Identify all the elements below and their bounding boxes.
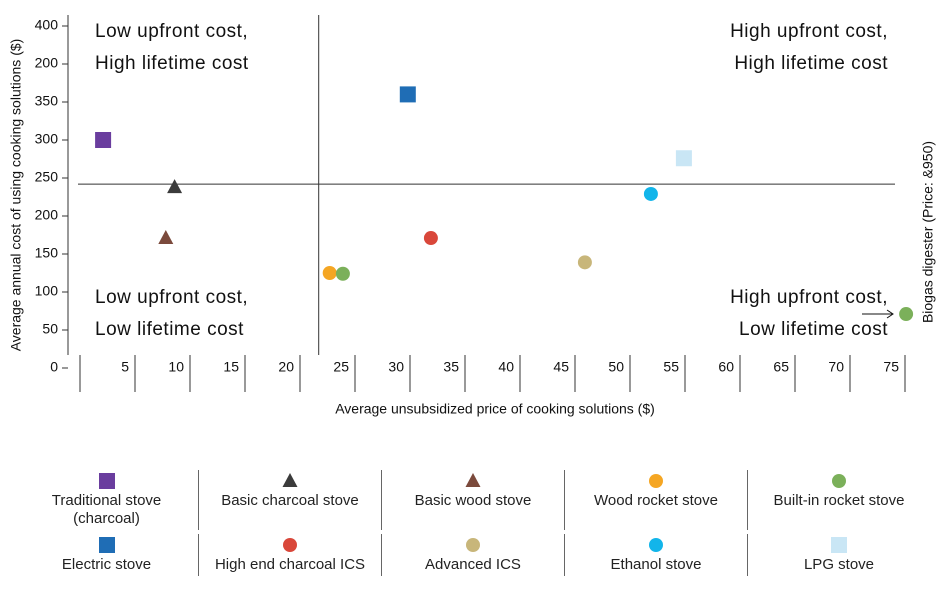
marker-circle bbox=[322, 266, 337, 280]
x-tick-label: 15 bbox=[223, 359, 239, 375]
legend-item: Electric stove bbox=[15, 534, 198, 576]
legend-label: Basic charcoal stove bbox=[221, 492, 359, 509]
annotation: Biogas digester (Price: &950) bbox=[920, 141, 936, 323]
quadrant-label: High upfront cost, High lifetime cost bbox=[730, 21, 888, 74]
x-tick-label: 35 bbox=[443, 359, 459, 375]
y-tick-label: 0 bbox=[50, 359, 58, 375]
legend-item: LPG stove bbox=[747, 534, 930, 576]
chart: 0 50 100 150 200 250 300 350 200 400 5 10 15 20 25 30 35… bbox=[8, 15, 936, 417]
marker-circle bbox=[423, 231, 438, 246]
marker-square bbox=[399, 86, 416, 103]
y-tick-label: 350 bbox=[35, 93, 59, 109]
marker-circle bbox=[335, 266, 350, 281]
legend-label: Basic wood stove bbox=[414, 492, 532, 509]
x-tick-label: 65 bbox=[773, 359, 789, 375]
marker-triangle bbox=[465, 473, 481, 487]
legend-swatch bbox=[465, 473, 481, 487]
quadrant-line: High lifetime cost bbox=[734, 53, 888, 74]
legend-swatch bbox=[282, 473, 298, 487]
marker-circle bbox=[832, 474, 846, 488]
legend-item: Basic wood stove bbox=[381, 470, 564, 530]
x-tick-label: 20 bbox=[278, 359, 294, 375]
legend-swatch bbox=[283, 538, 297, 552]
legend-swatch bbox=[98, 473, 115, 489]
x-tick-label: 10 bbox=[168, 359, 184, 375]
legend: Traditional stove (charcoal) Basic charco… bbox=[15, 470, 930, 576]
y-tick-label: 50 bbox=[42, 321, 58, 337]
legend-label: Wood rocket stove bbox=[594, 492, 718, 509]
legend-label: Advanced ICS bbox=[425, 556, 521, 573]
quadrant-label: Low upfront cost, High lifetime cost bbox=[95, 21, 249, 74]
quadrant-line: High upfront cost, bbox=[730, 287, 888, 308]
marker-triangle bbox=[158, 230, 174, 245]
y-axis-label: Average annual cost of using cooking sol… bbox=[8, 39, 24, 352]
legend-swatch bbox=[98, 537, 115, 553]
marker-circle bbox=[643, 186, 658, 201]
marker-square bbox=[831, 537, 847, 553]
marker-square bbox=[95, 132, 112, 148]
marker-circle bbox=[649, 538, 663, 552]
quadrant-line: Low lifetime cost bbox=[95, 319, 244, 340]
y-tick-label: 200 bbox=[35, 207, 59, 223]
legend-item: Wood rocket stove bbox=[564, 470, 747, 530]
legend-item: Advanced ICS bbox=[381, 534, 564, 576]
annotation-arrow bbox=[862, 309, 894, 319]
x-tick-label: 55 bbox=[663, 359, 679, 375]
x-axis-label: Average unsubsidized price of cooking so… bbox=[335, 401, 655, 417]
marker-circle bbox=[899, 307, 914, 322]
quadrant-label: High upfront cost, Low lifetime cost bbox=[730, 287, 888, 340]
x-tick-label: 45 bbox=[553, 359, 569, 375]
legend-item: Traditional stove (charcoal) bbox=[15, 470, 198, 530]
quadrant-label: Low upfront cost, Low lifetime cost bbox=[95, 287, 248, 340]
x-tick-label: 70 bbox=[828, 359, 844, 375]
quadrant-line: Low lifetime cost bbox=[739, 319, 888, 340]
legend-item: Built-in rocket stove bbox=[747, 470, 930, 530]
legend-item: High end charcoal ICS bbox=[198, 534, 381, 576]
y-tick-label: 200 bbox=[35, 55, 59, 71]
legend-swatch bbox=[649, 538, 663, 552]
marker-square bbox=[98, 473, 115, 489]
legend-item: Basic charcoal stove bbox=[198, 470, 381, 530]
marker-circle bbox=[466, 538, 480, 552]
legend-label: Electric stove bbox=[61, 556, 152, 573]
legend-label: Traditional stove (charcoal) bbox=[51, 492, 162, 527]
legend-label: Ethanol stove bbox=[610, 556, 702, 573]
marker-triangle bbox=[282, 473, 298, 487]
y-tick-label: 300 bbox=[35, 131, 59, 147]
y-tick-label: 150 bbox=[35, 245, 59, 261]
quadrant-line: High lifetime cost bbox=[95, 53, 249, 74]
y-tick-label: 100 bbox=[35, 283, 59, 299]
legend-label: High end charcoal ICS bbox=[214, 556, 366, 573]
y-tick-label: 250 bbox=[35, 169, 59, 185]
marker-circle bbox=[649, 474, 663, 488]
x-tick-label: 25 bbox=[333, 359, 349, 375]
marker-triangle bbox=[167, 179, 183, 194]
x-tick-label: 5 bbox=[121, 359, 129, 375]
x-tick-label: 30 bbox=[388, 359, 404, 375]
x-tick-label: 60 bbox=[718, 359, 734, 375]
quadrant-line: High upfront cost, bbox=[730, 21, 888, 42]
marker-square bbox=[675, 150, 692, 167]
legend-label: Built-in rocket stove bbox=[773, 492, 905, 509]
x-tick-label: 40 bbox=[498, 359, 514, 375]
legend-swatch bbox=[466, 538, 480, 552]
quadrant-line: Low upfront cost, bbox=[95, 287, 248, 308]
marker-square bbox=[98, 537, 115, 553]
legend-swatch bbox=[831, 537, 847, 553]
legend-label: LPG stove bbox=[803, 556, 875, 573]
legend-item: Ethanol stove bbox=[564, 534, 747, 576]
y-tick-label: 400 bbox=[35, 17, 59, 33]
x-tick-label: 75 bbox=[883, 359, 899, 375]
legend-swatch bbox=[649, 474, 663, 488]
x-tick-label: 50 bbox=[608, 359, 624, 375]
marker-circle bbox=[577, 255, 592, 270]
legend-swatch bbox=[832, 474, 846, 488]
quadrant-line: Low upfront cost, bbox=[95, 21, 248, 42]
marker-circle bbox=[283, 538, 297, 552]
